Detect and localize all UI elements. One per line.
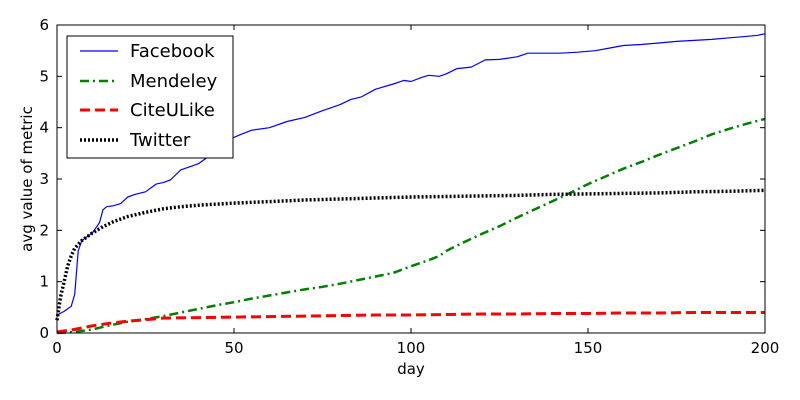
series-layer <box>55 33 766 335</box>
ticks-layer: 0 50 100 150 200 0 1 2 3 4 5 6 <box>39 16 779 357</box>
x-tick-label: 100 <box>397 339 426 357</box>
legend-label-facebook: Facebook <box>130 41 215 62</box>
x-tick-label: 150 <box>574 339 603 357</box>
y-tick-label: 0 <box>39 324 49 342</box>
y-tick-label: 3 <box>39 170 49 188</box>
x-tick-label: 0 <box>52 339 62 357</box>
x-tick-label: 200 <box>751 339 780 357</box>
series-line-facebook <box>56 33 766 316</box>
y-tick-label: 5 <box>39 67 49 85</box>
y-tick-label: 2 <box>39 221 49 239</box>
y-tick-label: 6 <box>39 16 49 34</box>
x-axis-label: day <box>397 360 425 378</box>
y-tick-label: 4 <box>39 119 49 137</box>
legend-label-citeulike: CiteULike <box>130 100 215 121</box>
x-tick-label: 50 <box>224 339 243 357</box>
legend-box <box>66 35 234 159</box>
y-axis-label: avg value of metric <box>18 106 36 252</box>
y-tick-label: 1 <box>39 273 49 291</box>
legend-label-mendeley: Mendeley <box>130 71 218 92</box>
legend: Facebook Mendeley CiteULike Twitter <box>66 35 234 159</box>
series-line-mendeley <box>56 117 766 335</box>
series-line-citeulike <box>56 311 765 334</box>
series-line-twitter <box>55 188 766 321</box>
legend-label-twitter: Twitter <box>129 130 191 151</box>
